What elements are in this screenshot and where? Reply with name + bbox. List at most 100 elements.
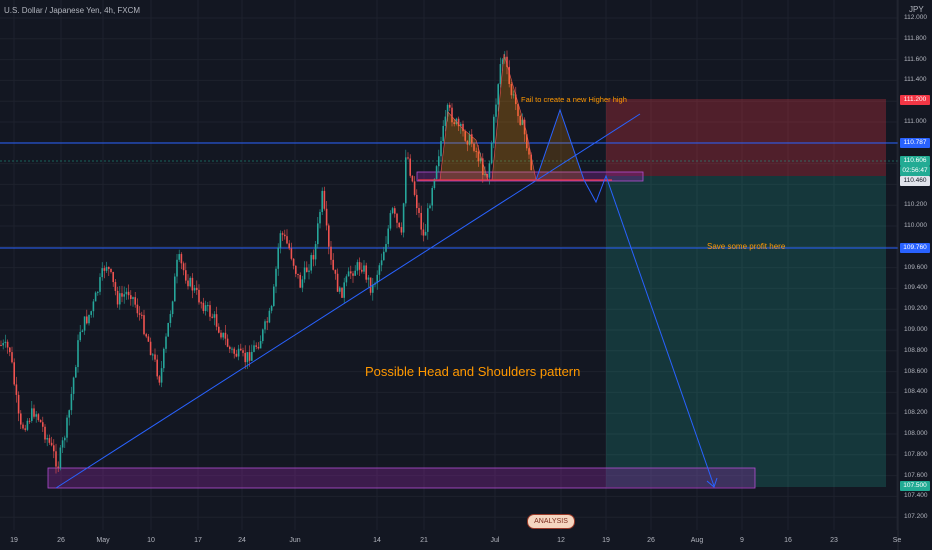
candle-body	[407, 157, 409, 159]
candle-body	[528, 148, 530, 155]
resistance-price-tag: 110.787	[900, 138, 930, 148]
candle-body	[231, 348, 233, 350]
candle-body	[270, 306, 273, 311]
candle-body	[11, 352, 13, 363]
candle-body	[187, 280, 189, 287]
candle-body	[330, 246, 332, 260]
candle-body	[367, 277, 370, 280]
candle-body	[251, 351, 253, 361]
candle-body	[334, 269, 337, 274]
candle-body	[99, 277, 101, 292]
candle-body	[121, 293, 123, 297]
candle-body	[519, 116, 521, 125]
time-tick-label: 21	[420, 537, 428, 544]
candle-body	[486, 173, 488, 178]
candle-body	[222, 332, 224, 338]
candle-body	[295, 265, 297, 274]
candle-body	[365, 265, 367, 280]
time-tick-label: 23	[830, 537, 838, 544]
candle-body	[394, 208, 396, 214]
candle-body	[319, 211, 321, 224]
candle-body	[321, 190, 323, 212]
target-zone	[47, 467, 756, 489]
candle-body	[284, 234, 286, 237]
time-tick-label: Jun	[289, 537, 301, 544]
candle-body	[339, 287, 341, 292]
candle-body	[530, 154, 532, 171]
price-tick-label: 111.400	[904, 76, 927, 84]
candle-body	[262, 329, 264, 342]
candle-body	[292, 258, 295, 266]
candle-body	[123, 294, 125, 297]
candle-body	[268, 310, 271, 323]
candle-body	[233, 348, 235, 354]
candle-body	[196, 287, 198, 290]
candle-body	[482, 158, 484, 175]
entry-price-tag: 110.460	[900, 176, 930, 186]
candlestick-series	[0, 50, 532, 474]
candle-body	[369, 277, 372, 293]
time-tick-label: Jul	[490, 537, 500, 544]
candle-body	[147, 336, 150, 342]
candle-body	[246, 352, 249, 363]
candle-body	[46, 438, 48, 440]
time-tick-label: 16	[784, 537, 792, 544]
candle-body	[479, 158, 482, 162]
author-logo: ANALYSIS	[527, 514, 575, 529]
candle-body	[299, 274, 301, 288]
candle-body	[17, 394, 20, 414]
candle-body	[97, 291, 99, 293]
candle-body	[317, 223, 319, 245]
candle-body	[44, 426, 46, 440]
candle-body	[101, 268, 103, 278]
projected-path	[583, 174, 715, 487]
candle-body	[86, 316, 88, 324]
candle-body	[475, 150, 477, 152]
save-profit-note: Save some profit here	[707, 242, 786, 251]
price-tick-label: 108.600	[904, 367, 928, 375]
candle-body	[156, 359, 158, 377]
candle-body	[372, 284, 374, 293]
candle-body	[273, 286, 275, 307]
candle-body	[457, 118, 460, 127]
take-profit-zone	[606, 176, 886, 487]
candle-body	[504, 56, 506, 60]
candle-body	[336, 273, 339, 292]
candle-body	[57, 466, 59, 468]
candle-body	[526, 134, 528, 149]
candle-body	[433, 178, 436, 189]
candle-body	[37, 414, 40, 420]
time-tick-label: Aug	[690, 537, 704, 544]
candle-body	[112, 271, 114, 283]
candle-body	[114, 282, 117, 291]
candle-body	[473, 143, 475, 151]
candle-body	[400, 227, 403, 233]
candle-body	[28, 420, 31, 422]
candle-body	[253, 345, 255, 352]
candle-body	[244, 352, 246, 363]
time-tick-label: 14	[373, 537, 381, 544]
candle-body	[158, 376, 161, 383]
candle-body	[413, 181, 416, 195]
candle-body	[490, 142, 493, 164]
candle-body	[149, 341, 152, 356]
candle-body	[391, 208, 394, 214]
candle-body	[209, 305, 211, 317]
candle-body	[310, 255, 312, 271]
candle-body	[257, 346, 260, 349]
support-price-tag: 109.760	[900, 243, 930, 253]
candle-body	[462, 123, 464, 132]
candle-body	[154, 354, 156, 360]
candle-body	[405, 157, 407, 204]
candle-body	[26, 420, 29, 430]
candle-body	[237, 348, 240, 357]
candle-body	[79, 331, 81, 341]
candle-body	[438, 156, 440, 167]
target-price-tag: 107.500	[900, 481, 930, 491]
candle-body	[420, 212, 422, 230]
candle-body	[323, 190, 326, 209]
price-tick-label: 108.200	[904, 409, 928, 417]
candle-body	[411, 175, 414, 182]
candle-body	[297, 273, 299, 275]
